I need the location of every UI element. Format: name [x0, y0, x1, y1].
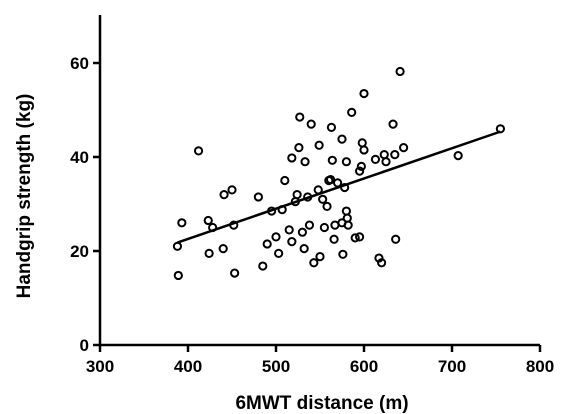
data-point: [399, 143, 409, 153]
y-tick-label: 20: [70, 242, 89, 261]
data-point: [219, 190, 229, 200]
data-point: [326, 122, 337, 132]
data-point: [204, 248, 214, 258]
data-point: [173, 270, 183, 281]
data-point: [280, 175, 290, 186]
data-point: [453, 150, 463, 161]
x-tick-label: 500: [262, 357, 290, 376]
regression-line-layer: [177, 130, 501, 244]
data-point: [355, 232, 365, 242]
data-point: [355, 166, 365, 176]
data-point: [304, 220, 315, 230]
data-point: [271, 232, 281, 242]
data-point: [391, 234, 401, 244]
data-point: [377, 258, 387, 268]
data-point: [359, 145, 369, 155]
y-tick-label: 40: [70, 148, 89, 167]
y-tick-label: 60: [70, 54, 89, 73]
data-point: [253, 192, 263, 202]
x-tick-label: 400: [174, 357, 202, 376]
data-point: [343, 220, 353, 230]
data-point: [350, 233, 360, 243]
data-point: [292, 190, 302, 200]
data-point: [342, 213, 352, 223]
data-point: [306, 119, 316, 129]
data-point: [322, 201, 332, 211]
y-axis-label: Handgrip strength (kg): [14, 94, 35, 299]
data-point: [203, 215, 213, 226]
x-tick-label: 300: [86, 357, 114, 376]
x-tick-label: 600: [350, 357, 378, 376]
data-point: [177, 218, 187, 228]
data-point: [297, 227, 307, 237]
data-point: [329, 234, 339, 244]
data-points: [172, 66, 505, 281]
data-point: [300, 157, 310, 167]
data-point: [341, 206, 351, 216]
x-tick-label: 800: [526, 357, 554, 376]
data-point: [314, 140, 324, 150]
data-point: [287, 153, 297, 163]
x-axis-label: 6MWT distance (m): [235, 393, 408, 414]
regression-line: [177, 130, 501, 244]
data-point: [388, 119, 398, 129]
data-point: [309, 258, 319, 268]
data-point: [325, 174, 336, 185]
y-tick-label: 0: [80, 336, 89, 355]
data-point: [359, 88, 369, 99]
data-point: [227, 185, 237, 195]
data-point: [274, 248, 284, 258]
data-point: [299, 244, 309, 254]
data-point: [381, 157, 391, 167]
data-point: [172, 241, 183, 251]
data-point: [262, 239, 272, 249]
data-point: [193, 146, 204, 156]
data-point: [338, 249, 348, 259]
data-point: [284, 225, 294, 235]
data-point: [390, 150, 400, 160]
data-point: [258, 261, 268, 271]
axes: [98, 15, 540, 347]
data-point: [370, 154, 381, 164]
data-point: [337, 134, 347, 144]
data-point: [315, 252, 325, 262]
x-tick-label: 700: [438, 357, 466, 376]
data-point: [295, 112, 305, 122]
ticks: 300 400 500 600 700 800 0 20 40 60: [70, 54, 554, 376]
data-point: [327, 155, 337, 165]
data-point: [356, 161, 366, 171]
data-point: [230, 268, 240, 278]
data-point: [341, 157, 351, 167]
data-point: [294, 143, 304, 153]
data-point: [287, 237, 297, 247]
data-point: [319, 222, 329, 233]
data-point: [395, 66, 405, 77]
data-point: [318, 194, 328, 204]
data-point: [218, 244, 228, 254]
data-point: [347, 107, 357, 117]
